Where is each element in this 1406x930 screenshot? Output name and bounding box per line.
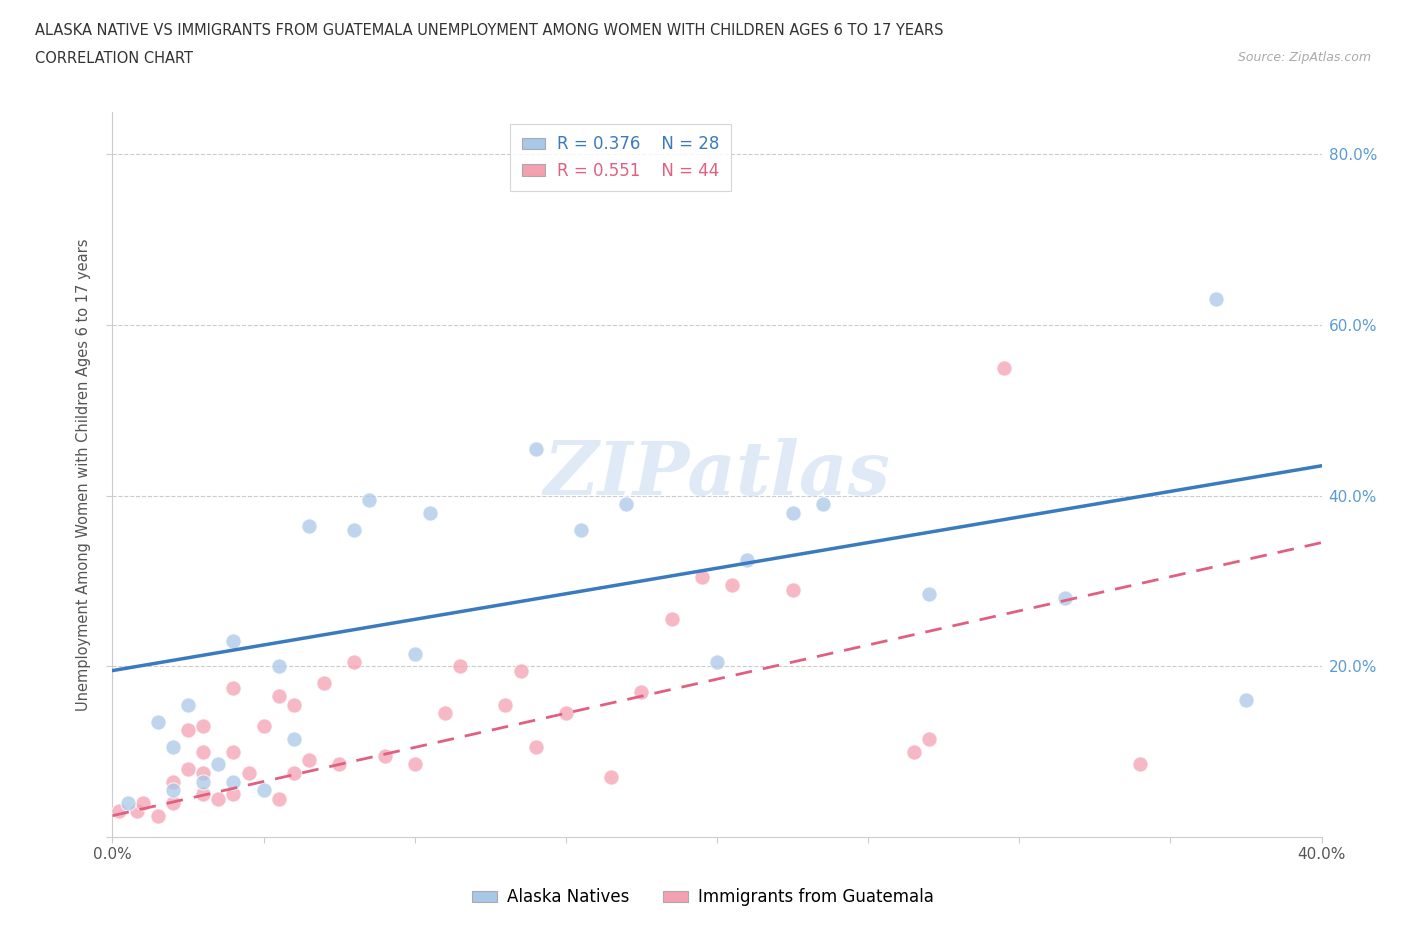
- Point: [1205, 292, 1227, 307]
- Point: [721, 578, 744, 592]
- Point: [222, 774, 245, 789]
- Point: [554, 706, 576, 721]
- Point: [222, 633, 245, 648]
- Text: Source: ZipAtlas.com: Source: ZipAtlas.com: [1237, 51, 1371, 64]
- Point: [630, 684, 652, 699]
- Point: [191, 787, 214, 802]
- Point: [146, 808, 169, 823]
- Point: [222, 680, 245, 695]
- Point: [993, 360, 1015, 375]
- Point: [222, 787, 245, 802]
- Point: [314, 676, 336, 691]
- Legend: Alaska Natives, Immigrants from Guatemala: Alaska Natives, Immigrants from Guatemal…: [465, 882, 941, 913]
- Point: [107, 804, 129, 818]
- Y-axis label: Unemployment Among Women with Children Ages 6 to 17 years: Unemployment Among Women with Children A…: [76, 238, 91, 711]
- Point: [328, 757, 350, 772]
- Point: [267, 791, 290, 806]
- Text: CORRELATION CHART: CORRELATION CHART: [35, 51, 193, 66]
- Point: [737, 552, 759, 567]
- Point: [162, 740, 184, 755]
- Point: [222, 744, 245, 759]
- Point: [509, 663, 531, 678]
- Point: [117, 795, 139, 810]
- Point: [125, 804, 148, 818]
- Point: [903, 744, 925, 759]
- Point: [661, 612, 683, 627]
- Point: [298, 518, 321, 533]
- Point: [283, 698, 305, 712]
- Point: [524, 441, 547, 456]
- Point: [253, 719, 276, 734]
- Point: [162, 795, 184, 810]
- Point: [298, 752, 321, 767]
- Point: [706, 655, 728, 670]
- Point: [267, 658, 290, 673]
- Point: [238, 765, 260, 780]
- Point: [343, 523, 366, 538]
- Point: [782, 582, 804, 597]
- Point: [616, 497, 638, 512]
- Point: [918, 586, 941, 601]
- Point: [162, 783, 184, 798]
- Legend: R = 0.376    N = 28, R = 0.551    N = 44: R = 0.376 N = 28, R = 0.551 N = 44: [510, 124, 731, 192]
- Point: [918, 731, 941, 746]
- Text: ALASKA NATIVE VS IMMIGRANTS FROM GUATEMALA UNEMPLOYMENT AMONG WOMEN WITH CHILDRE: ALASKA NATIVE VS IMMIGRANTS FROM GUATEMA…: [35, 23, 943, 38]
- Text: ZIPatlas: ZIPatlas: [544, 438, 890, 511]
- Point: [404, 646, 426, 661]
- Point: [1234, 693, 1257, 708]
- Point: [782, 505, 804, 520]
- Point: [419, 505, 441, 520]
- Point: [146, 714, 169, 729]
- Point: [191, 719, 214, 734]
- Point: [207, 757, 229, 772]
- Point: [404, 757, 426, 772]
- Point: [283, 765, 305, 780]
- Point: [177, 723, 200, 737]
- Point: [1129, 757, 1152, 772]
- Point: [1053, 591, 1076, 605]
- Point: [433, 706, 456, 721]
- Point: [283, 731, 305, 746]
- Point: [253, 783, 276, 798]
- Point: [207, 791, 229, 806]
- Point: [343, 655, 366, 670]
- Point: [359, 493, 381, 508]
- Point: [811, 497, 834, 512]
- Point: [191, 744, 214, 759]
- Point: [690, 569, 713, 584]
- Point: [600, 770, 623, 785]
- Point: [524, 740, 547, 755]
- Point: [132, 795, 155, 810]
- Point: [191, 765, 214, 780]
- Point: [191, 774, 214, 789]
- Point: [449, 658, 471, 673]
- Point: [374, 749, 396, 764]
- Point: [267, 689, 290, 704]
- Point: [177, 762, 200, 777]
- Point: [495, 698, 517, 712]
- Point: [569, 523, 592, 538]
- Point: [162, 774, 184, 789]
- Point: [177, 698, 200, 712]
